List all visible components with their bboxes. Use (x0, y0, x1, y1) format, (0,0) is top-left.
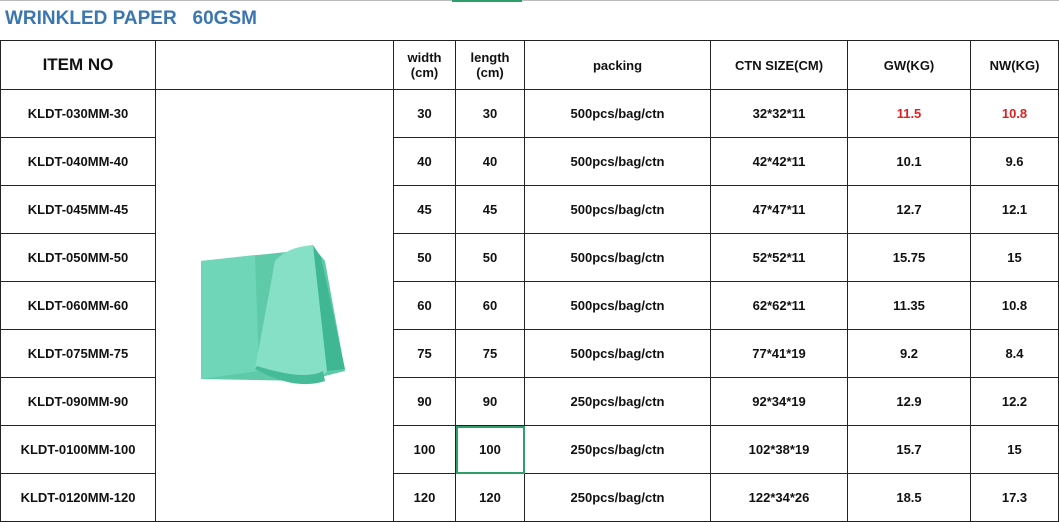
gw-cell[interactable]: 12.7 (847, 185, 971, 234)
table-row: KLDT-090MM-90 90 90 250pcs/bag/ctn 92*34*19 1… (0, 377, 1059, 426)
nw-cell[interactable]: 12.1 (970, 185, 1059, 234)
width-cell[interactable]: 60 (393, 281, 456, 330)
table-row: KLDT-040MM-40 40 40 500pcs/bag/ctn 42*42*11 1… (0, 137, 1059, 186)
length-cell[interactable]: 100 (455, 425, 525, 474)
width-cell[interactable]: 40 (393, 137, 456, 186)
length-cell[interactable]: 120 (455, 473, 525, 522)
gw-cell[interactable]: 11.5 (847, 89, 971, 138)
length-cell[interactable]: 50 (455, 233, 525, 282)
width-cell[interactable]: 50 (393, 233, 456, 282)
item-no-cell[interactable]: KLDT-0100MM-100 (0, 425, 156, 474)
gw-cell[interactable]: 15.75 (847, 233, 971, 282)
item-no-cell[interactable]: KLDT-050MM-50 (0, 233, 156, 282)
length-cell[interactable]: 60 (455, 281, 525, 330)
sheet-title: WRINKLED PAPER 60GSM (5, 8, 257, 29)
packing-cell[interactable]: 500pcs/bag/ctn (524, 185, 711, 234)
header-length-l2: (cm) (476, 65, 504, 80)
length-cell[interactable]: 40 (455, 137, 525, 186)
nw-cell[interactable]: 9.6 (970, 137, 1059, 186)
ctn-size-cell[interactable]: 47*47*11 (710, 185, 848, 234)
header-length[interactable]: length (cm) (455, 40, 525, 90)
sheet-top-border (0, 0, 1059, 1)
packing-cell[interactable]: 250pcs/bag/ctn (524, 473, 711, 522)
header-item-no[interactable]: ITEM NO (0, 40, 156, 90)
gw-cell[interactable]: 18.5 (847, 473, 971, 522)
gw-cell[interactable]: 9.2 (847, 329, 971, 378)
table-row: KLDT-030MM-30 30 30 500pcs/bag/ctn 32*32*11… (0, 89, 1059, 522)
ctn-size-cell[interactable]: 62*62*11 (710, 281, 848, 330)
header-width[interactable]: width (cm) (393, 40, 456, 90)
active-column-indicator (452, 0, 522, 2)
ctn-size-cell[interactable]: 102*38*19 (710, 425, 848, 474)
table-row: KLDT-0100MM-100 100 100 250pcs/bag/ctn 102*3… (0, 425, 1059, 474)
nw-cell[interactable]: 10.8 (970, 281, 1059, 330)
item-no-cell[interactable]: KLDT-090MM-90 (0, 377, 156, 426)
ctn-size-cell[interactable]: 92*34*19 (710, 377, 848, 426)
packing-cell[interactable]: 500pcs/bag/ctn (524, 233, 711, 282)
header-width-l2: (cm) (410, 65, 439, 80)
nw-cell[interactable]: 15 (970, 425, 1059, 474)
width-cell[interactable]: 120 (393, 473, 456, 522)
length-cell[interactable]: 75 (455, 329, 525, 378)
ctn-size-cell[interactable]: 77*41*19 (710, 329, 848, 378)
table-row: KLDT-0120MM-120 120 120 250pcs/bag/ctn 122*3… (0, 473, 1059, 522)
gw-cell[interactable]: 10.1 (847, 137, 971, 186)
gw-cell[interactable]: 11.35 (847, 281, 971, 330)
header-row: ITEM NO width (cm) length (cm) packing CTN… (0, 40, 1059, 90)
header-gw[interactable]: GW(KG) (847, 40, 971, 90)
item-no-cell[interactable]: KLDT-060MM-60 (0, 281, 156, 330)
header-packing[interactable]: packing (524, 40, 711, 90)
item-no-cell[interactable]: KLDT-045MM-45 (0, 185, 156, 234)
item-no-cell[interactable]: KLDT-030MM-30 (0, 89, 156, 138)
header-width-l1: width (407, 50, 442, 65)
item-no-cell[interactable]: KLDT-0120MM-120 (0, 473, 156, 522)
packing-cell[interactable]: 250pcs/bag/ctn (524, 425, 711, 474)
table-row: KLDT-045MM-45 45 45 500pcs/bag/ctn 47*47*11 1… (0, 185, 1059, 234)
packing-cell[interactable]: 500pcs/bag/ctn (524, 89, 711, 138)
item-no-cell[interactable]: KLDT-075MM-75 (0, 329, 156, 378)
width-cell[interactable]: 75 (393, 329, 456, 378)
length-cell[interactable]: 45 (455, 185, 525, 234)
header-length-l1: length (470, 50, 510, 65)
packing-cell[interactable]: 500pcs/bag/ctn (524, 281, 711, 330)
table-row: KLDT-050MM-50 50 50 500pcs/bag/ctn 52*52*11 1… (0, 233, 1059, 282)
width-cell[interactable]: 45 (393, 185, 456, 234)
packing-cell[interactable]: 500pcs/bag/ctn (524, 329, 711, 378)
length-cell[interactable]: 90 (455, 377, 525, 426)
product-table: ITEM NO width (cm) length (cm) packing CTN… (0, 40, 1059, 522)
width-cell[interactable]: 100 (393, 425, 456, 474)
nw-cell[interactable]: 15 (970, 233, 1059, 282)
header-ctn-size[interactable]: CTN SIZE(CM) (710, 40, 848, 90)
nw-cell[interactable]: 12.2 (970, 377, 1059, 426)
gw-cell[interactable]: 12.9 (847, 377, 971, 426)
ctn-size-cell[interactable]: 122*34*26 (710, 473, 848, 522)
ctn-size-cell[interactable]: 52*52*11 (710, 233, 848, 282)
wrinkled-paper-image-icon (200, 244, 345, 384)
table-row: KLDT-060MM-60 60 60 500pcs/bag/ctn 62*62*11 1… (0, 281, 1059, 330)
product-image-cell[interactable] (155, 89, 394, 522)
nw-cell[interactable]: 17.3 (970, 473, 1059, 522)
packing-cell[interactable]: 250pcs/bag/ctn (524, 377, 711, 426)
width-cell[interactable]: 90 (393, 377, 456, 426)
header-image[interactable] (155, 40, 394, 90)
length-cell[interactable]: 30 (455, 89, 525, 138)
nw-cell[interactable]: 8.4 (970, 329, 1059, 378)
gw-cell[interactable]: 15.7 (847, 425, 971, 474)
width-cell[interactable]: 30 (393, 89, 456, 138)
packing-cell[interactable]: 500pcs/bag/ctn (524, 137, 711, 186)
ctn-size-cell[interactable]: 42*42*11 (710, 137, 848, 186)
header-nw[interactable]: NW(KG) (970, 40, 1059, 90)
nw-cell[interactable]: 10.8 (970, 89, 1059, 138)
table-row: KLDT-075MM-75 75 75 500pcs/bag/ctn 77*41*19 9… (0, 329, 1059, 378)
item-no-cell[interactable]: KLDT-040MM-40 (0, 137, 156, 186)
ctn-size-cell[interactable]: 32*32*11 (710, 89, 848, 138)
